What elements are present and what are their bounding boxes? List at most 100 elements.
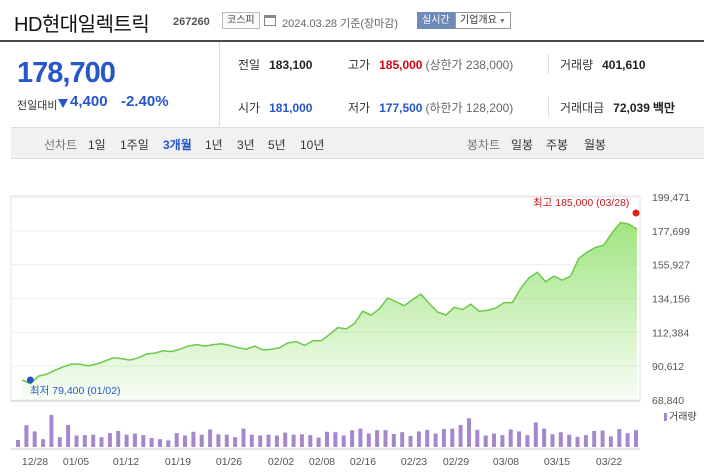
volume-bar [49,415,54,447]
volume-bar [82,435,87,447]
volume-bar [375,430,380,447]
volume-bar [174,433,179,447]
x-tick-label: 02/02 [268,456,294,468]
stat-label: 거래대금 [560,101,605,115]
volume-bar [508,429,513,447]
volume-bar [600,430,605,447]
min-annotation: 최저 79,400 (01/02) [30,385,121,397]
volume-bar [558,432,563,447]
volume-bar [341,435,346,447]
price-change-percent: -2.40% [121,93,169,110]
company-overview-button[interactable]: 기업개요 ▼ [455,12,511,29]
base-date: 2024.03.28 기준(장마감) [282,18,399,30]
realtime-button[interactable]: 실시간 [417,12,455,29]
tab-1week[interactable]: 1주일 [120,138,149,152]
stock-code: 267260 [173,16,210,28]
volume-bar [32,431,37,447]
volume-legend-label: 거래량 [669,411,697,423]
stat-label: 거래량 [560,58,594,72]
upper-limit: (상한가 238,000) [425,58,514,72]
divider [548,54,549,74]
x-tick-label: 02/29 [443,456,469,468]
x-tick-label: 02/23 [401,456,427,468]
stat-label: 전일 [238,58,261,72]
volume-bar [617,429,622,447]
volume-bar [57,437,62,447]
volume-bar [124,434,129,447]
stat-label: 저가 [348,101,371,115]
volume-bar [383,430,388,447]
down-triangle-icon [58,99,68,108]
volume-bar [224,434,229,447]
volume-bar [316,437,321,447]
volume-bar [141,435,146,447]
stat-label: 고가 [348,58,371,72]
x-tick-label: 03/15 [544,456,570,468]
tab-1year[interactable]: 1년 [205,138,223,152]
volume-bar [450,428,455,447]
volume-bar [158,439,162,447]
volume-bar [358,428,363,447]
volume-bar [166,440,171,447]
volume-bar [208,429,213,447]
volume-bar [575,436,580,448]
volume-bar [425,429,430,447]
price-change: 4,400 [70,93,108,110]
volume-bar [583,435,588,447]
volume-bar [483,435,488,447]
volume-bar [467,418,471,447]
x-tick-label: 01/19 [165,456,191,468]
price-chart: 199,471 177,699 155,927 134,156 112,384 90,61… [10,192,697,468]
y-tick-label: 199,471 [652,192,690,204]
stat-prev-close: 전일 183,100 [238,56,312,73]
tab-monthly-candle[interactable]: 월봉 [584,138,607,152]
volume-bar [350,430,355,447]
volume-bar [274,435,279,447]
price-summary: 178,700 전일대비 4,400 -2.40% 전일 183,100 고가 18… [0,42,704,126]
volume-bar [416,431,421,447]
volume-bar [625,433,630,447]
stat-value: 185,000 [379,58,423,72]
volume-bar [116,431,121,447]
tab-weekly-candle[interactable]: 주봉 [546,138,569,152]
volume-bar [533,422,538,447]
volume-bar [391,433,396,447]
x-tick-label: 02/16 [350,456,376,468]
x-tick-label: 01/12 [113,456,139,468]
volume-bar [107,433,112,447]
tab-3year[interactable]: 3년 [237,138,255,152]
tab-5year[interactable]: 5년 [268,138,286,152]
volume-bar [325,431,329,447]
volume-bar [149,438,154,447]
company-overview-label: 기업개요 [460,15,497,26]
tab-daily-candle[interactable]: 일봉 [511,138,534,152]
volume-bar [91,434,96,447]
x-tick-label: 12/28 [22,456,48,468]
line-chart-label: 선차트 [44,138,78,152]
volume-bar [433,433,438,447]
volume-bar [183,435,187,447]
current-price-panel: 178,700 전일대비 4,400 -2.40% [0,42,220,126]
price-line [21,221,638,385]
stat-amount: 거래대금 72,039 백만 [560,99,675,116]
volume-bar [291,434,296,447]
volume-bar [233,437,238,447]
tab-3month[interactable]: 3개월 [163,138,192,152]
tab-10year[interactable]: 10년 [300,138,325,152]
current-price: 178,700 [17,57,116,89]
volume-bar [66,424,71,447]
volume-bar [216,434,221,447]
volume-bar [41,439,46,447]
y-tick-label: 134,156 [652,294,690,306]
volume-bar [249,434,254,447]
stat-value: 401,610 [602,58,646,72]
volume-bar [500,435,505,447]
x-tick-label: 01/05 [63,456,89,468]
stat-low: 저가 177,500 (하한가 128,200) [348,99,513,116]
x-tick-label: 01/26 [216,456,242,468]
volume-bar [525,435,530,447]
volume-bar [592,431,597,447]
tab-1day[interactable]: 1일 [88,138,106,152]
volume-bar [408,435,413,447]
divider [548,97,549,117]
